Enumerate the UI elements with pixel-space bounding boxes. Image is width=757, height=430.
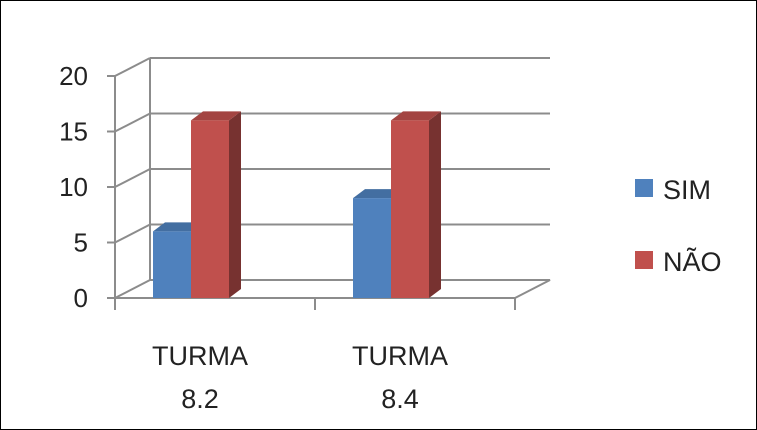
y-tick-label: 15: [59, 117, 88, 147]
x-axis-labels: TURMA 8.2 TURMA 8.4: [152, 341, 448, 414]
y-tick-label: 5: [74, 228, 88, 258]
bar-front: [191, 120, 229, 299]
gridline-diagonal: [114, 168, 151, 188]
bar-side: [429, 111, 441, 299]
legend-swatch: [635, 179, 653, 197]
gridline-diagonal: [114, 112, 151, 133]
x-tick-label: 8.2: [181, 384, 219, 414]
x-tick-label: TURMA: [152, 341, 248, 371]
y-tick-label: 20: [59, 61, 88, 91]
y-axis-ticks: 0 5 10 15 20: [59, 61, 88, 313]
x-tick-label: 8.4: [381, 384, 419, 414]
y-tick-label: 0: [74, 283, 88, 313]
y-tick-label: 10: [59, 172, 88, 202]
legend-swatch: [635, 251, 653, 269]
gridline-diagonal: [114, 223, 151, 244]
bar-no-2: [391, 111, 441, 299]
gridlines: [114, 57, 550, 244]
bars: [153, 111, 441, 299]
legend-label: SIM: [663, 175, 711, 205]
bar-top: [153, 222, 203, 232]
bar-front: [353, 198, 391, 298]
x-tick-label: TURMA: [352, 341, 448, 371]
bar-top: [353, 189, 403, 199]
bar-no-1: [191, 111, 241, 299]
gridline-diagonal: [114, 57, 151, 77]
legend-label: NÃO: [663, 246, 722, 277]
floor-outline: [114, 279, 551, 299]
bar-top: [391, 111, 441, 121]
bar-front: [391, 120, 429, 299]
legend: SIM NÃO: [635, 175, 722, 277]
bar-front: [153, 231, 191, 298]
bar-side: [229, 111, 241, 299]
bar-top: [191, 111, 241, 121]
